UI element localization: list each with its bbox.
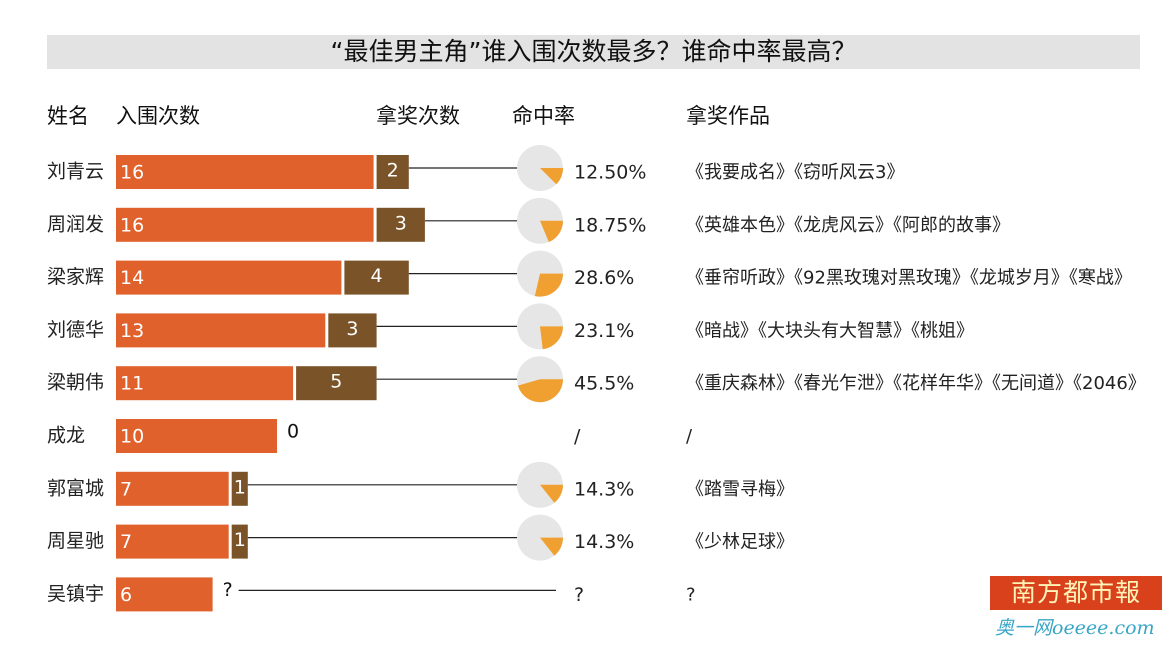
nomination-bar <box>116 524 229 559</box>
nomination-bar <box>116 313 326 348</box>
site-watermark: 奥一网oeeee.com <box>995 617 1155 639</box>
row-name: 郭富城 <box>47 477 104 499</box>
hit-rate-label: 45.5% <box>574 373 634 395</box>
nomination-label: 6 <box>120 584 132 606</box>
pie-slice <box>540 220 563 243</box>
win-label: 0 <box>287 421 299 443</box>
header-wins: 拿奖次数 <box>376 104 460 128</box>
win-bar <box>376 207 425 242</box>
pie-slice <box>540 484 563 503</box>
row-name: 周星驰 <box>47 530 104 552</box>
nomination-bar <box>116 471 229 506</box>
hit-rate-label: 23.1% <box>574 320 634 342</box>
nomination-bar <box>116 419 277 453</box>
pie-slice <box>540 326 563 350</box>
win-bar <box>231 471 248 506</box>
nomination-label: 10 <box>120 426 144 448</box>
win-label: 2 <box>387 160 399 182</box>
newspaper-logo: 南方都市報 <box>990 576 1162 610</box>
win-label: 3 <box>346 318 358 340</box>
nomination-label: 16 <box>120 214 144 236</box>
hit-rate-label: 12.50% <box>574 162 646 184</box>
title-bar: “最佳男主角”谁入围次数最多？谁命中率最高？ <box>47 35 1140 69</box>
hit-rate-label: / <box>574 426 581 448</box>
hit-rate-label: 28.6% <box>574 267 634 289</box>
award-works: 《少林足球》 <box>686 532 794 553</box>
win-label: 5 <box>330 371 342 393</box>
nomination-bar <box>116 155 374 189</box>
pie-slice <box>540 168 563 185</box>
award-works: 《垂帘听政》《92黑玫瑰对黑玫瑰》《龙城岁月》《寒战》 <box>686 268 1132 289</box>
header-name: 姓名 <box>47 104 89 128</box>
row-name: 梁家辉 <box>47 266 104 288</box>
pie-slice <box>534 273 563 297</box>
pie-slice <box>517 379 563 403</box>
row-name: 刘德华 <box>47 319 104 341</box>
nomination-label: 7 <box>120 531 132 553</box>
win-bar <box>376 155 409 189</box>
win-label: 3 <box>395 212 407 234</box>
win-bar <box>296 366 377 401</box>
award-works: 《暗战》《大块头有大智慧》《桃姐》 <box>686 320 974 341</box>
award-works: 《踏雪寻梅》 <box>686 479 794 500</box>
nomination-label: 14 <box>120 267 144 289</box>
win-bar <box>231 524 248 559</box>
hit-rate-label: 14.3% <box>574 531 634 553</box>
hit-rate-label: ? <box>574 584 584 606</box>
win-bar <box>344 260 409 295</box>
nomination-label: 11 <box>120 373 144 395</box>
nomination-bar <box>116 577 213 612</box>
chart-title: “最佳男主角”谁入围次数最多？谁命中率最高？ <box>330 37 857 66</box>
row-name: 吴镇宇 <box>47 583 104 605</box>
header-rate: 命中率 <box>512 104 575 128</box>
win-label: 4 <box>371 265 383 287</box>
nomination-label: 16 <box>120 162 144 184</box>
nomination-label: 13 <box>120 320 144 342</box>
award-works: / <box>686 426 693 447</box>
row-name: 成龙 <box>47 425 85 447</box>
award-works: ? <box>686 584 696 605</box>
row-name: 周润发 <box>47 213 104 235</box>
header-works: 拿奖作品 <box>686 104 770 128</box>
nomination-bar <box>116 366 294 401</box>
row-name: 刘青云 <box>47 161 104 183</box>
award-works: 《重庆森林》《春光乍泄》《花样年华》《无间道》《2046》 <box>686 373 1146 394</box>
pie-slice <box>540 537 563 556</box>
nomination-label: 7 <box>120 478 132 500</box>
row-name: 梁朝伟 <box>47 372 104 394</box>
hit-rate-label: 18.75% <box>574 214 646 236</box>
award-works: 《英雄本色》《龙虎风云》《阿郎的故事》 <box>686 215 1010 236</box>
header-nominations: 入围次数 <box>116 104 200 128</box>
win-bar <box>328 313 377 348</box>
win-label: 1 <box>234 476 246 498</box>
nomination-bar <box>116 260 342 295</box>
win-label: ? <box>223 579 233 601</box>
hit-rate-label: 14.3% <box>574 478 634 500</box>
nomination-bar <box>116 207 374 242</box>
award-works: 《我要成名》《窃听风云3》 <box>686 162 904 183</box>
win-label: 1 <box>234 529 246 551</box>
